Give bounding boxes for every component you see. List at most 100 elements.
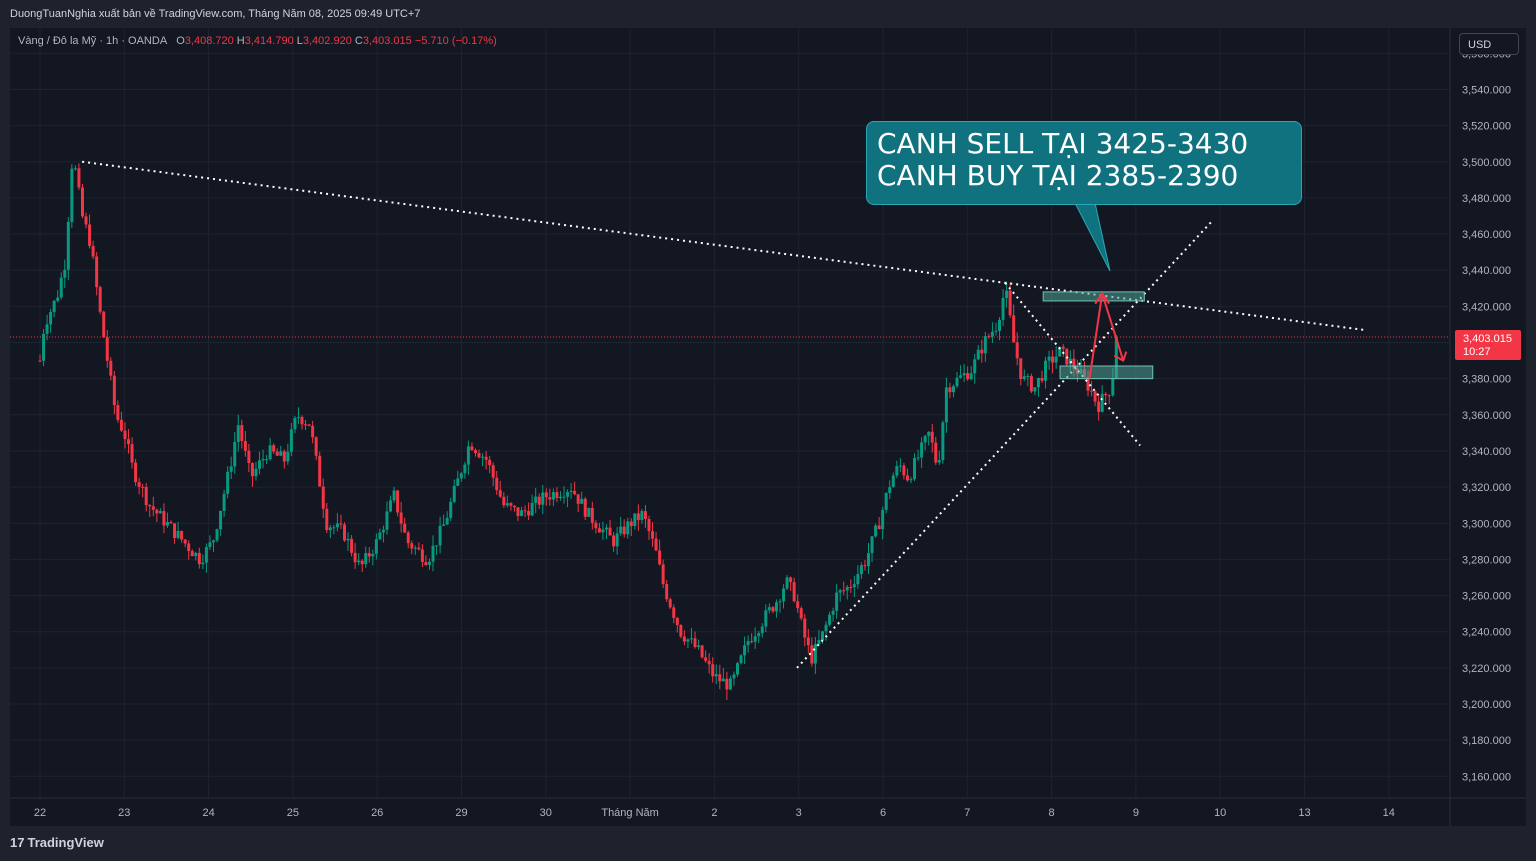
candle-body (410, 543, 414, 549)
candle-body (633, 513, 637, 527)
candle-body (1047, 356, 1051, 361)
candle-body (891, 475, 895, 488)
candle-body (470, 446, 474, 451)
candle-body (155, 509, 159, 514)
candle-body (566, 492, 570, 497)
candle-body (704, 657, 708, 661)
tradingview-logo[interactable]: 17 TradingView (10, 835, 104, 850)
candle-body (399, 512, 403, 524)
bar-countdown: 10:27 (1463, 346, 1491, 358)
candle-body (38, 360, 42, 362)
candle-body (973, 359, 977, 374)
candle-body (555, 492, 559, 499)
candle-body (98, 287, 102, 312)
candle-body (608, 527, 612, 536)
high-label: H (236, 35, 245, 47)
candle-body (601, 529, 605, 533)
candle-body (360, 560, 364, 565)
candle-body (435, 545, 439, 547)
candle-body (583, 498, 587, 517)
candle-body (767, 607, 771, 611)
candle-body (622, 526, 626, 535)
candle-body (396, 490, 400, 513)
candle-body (1015, 342, 1019, 359)
candle-body (488, 459, 492, 466)
candle-body (527, 511, 531, 516)
close-value: 3,403.015 (362, 35, 412, 47)
candle-body (403, 523, 407, 533)
x-tick-label: 13 (1298, 807, 1310, 819)
candle-body (746, 641, 750, 646)
symbol-label[interactable]: Vàng / Đô la Mỹ · 1h · OANDA (18, 35, 168, 47)
candle-body (279, 451, 283, 456)
candle-body (427, 561, 431, 565)
candle-body (877, 525, 881, 530)
candle-body (339, 523, 343, 525)
candle-body (158, 511, 162, 514)
candle-body (725, 678, 729, 690)
projection-arrow-head (1113, 351, 1128, 363)
candle-body (810, 645, 814, 664)
candle-body (420, 549, 424, 563)
candle-body (1111, 378, 1115, 396)
candle-body (693, 638, 697, 648)
candle-body (190, 551, 194, 557)
low-value: 3,402.920 (302, 35, 352, 47)
candle-body (265, 459, 269, 461)
candle-body (56, 297, 60, 301)
candle-body (491, 465, 495, 478)
candle-body (304, 424, 308, 426)
candle-body (452, 485, 456, 502)
ohlc-legend: Vàng / Đô la Mỹ · 1h · OANDA O3,408.720 … (18, 35, 497, 47)
candle-body (672, 607, 676, 618)
candle-body (183, 539, 187, 544)
candle-body (817, 639, 821, 644)
candle-body (222, 493, 226, 511)
candle-body (905, 475, 909, 481)
candle-body (913, 458, 917, 480)
candle-body (335, 523, 339, 528)
candle-body (197, 552, 201, 565)
candle-body (473, 450, 477, 454)
candle-body (119, 419, 123, 431)
candle-body (144, 486, 148, 506)
chart-area[interactable]: 3,560.0003,540.0003,520.0003,500.0003,48… (10, 28, 1526, 826)
candle-body (895, 466, 899, 476)
candle-body (49, 311, 53, 325)
candle-body (123, 430, 127, 440)
candle-body (654, 538, 658, 551)
candle-body (1100, 393, 1104, 412)
x-tick-label: 2 (711, 807, 717, 819)
open-label: O (176, 35, 185, 47)
candle-body (785, 577, 789, 589)
candle-body (859, 565, 863, 575)
candle-body (576, 494, 580, 504)
y-tick-label: 3,260.000 (1462, 591, 1511, 603)
brand-name: TradingView (27, 835, 104, 850)
candle-body (537, 496, 541, 505)
candle-body (530, 503, 534, 516)
price-chart[interactable]: 3,560.0003,540.0003,520.0003,500.0003,48… (10, 28, 1526, 826)
candle-body (357, 560, 361, 563)
candle-body (91, 245, 95, 257)
candle-body (229, 466, 233, 472)
candle-body (820, 631, 824, 640)
trade-callout[interactable]: CANH SELL TẠI 3425-3430 CANH BUY TẠI 238… (866, 121, 1302, 205)
y-tick-label: 3,300.000 (1462, 518, 1511, 530)
candle-body (920, 442, 924, 458)
candle-body (442, 524, 446, 526)
candle-body (909, 479, 913, 481)
candle-body (385, 511, 389, 530)
candle-body (169, 522, 173, 524)
candle-body (325, 508, 329, 531)
candle-body (1107, 395, 1111, 397)
candle-body (959, 375, 963, 378)
candle-body (998, 319, 1002, 331)
candle-body (463, 464, 467, 474)
candle-body (778, 601, 782, 603)
candle-body (604, 527, 608, 530)
candle-body (300, 416, 304, 425)
candle-body (381, 529, 385, 533)
candle-body (516, 507, 520, 516)
currency-button[interactable]: USD (1459, 33, 1519, 55)
